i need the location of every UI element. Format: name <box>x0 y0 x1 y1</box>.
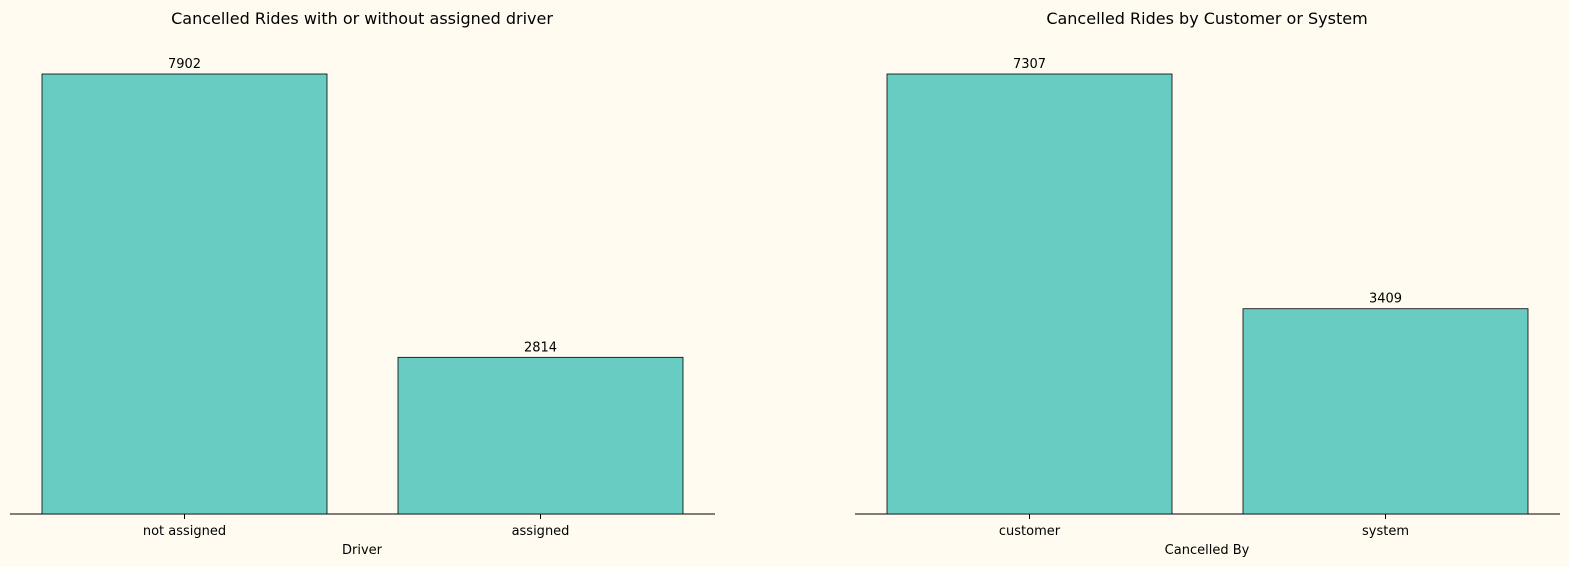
bar-system <box>1242 308 1529 515</box>
x-tick-label: not assigned <box>143 524 226 539</box>
data-label: 2814 <box>524 340 557 355</box>
data-label: 7902 <box>168 57 201 72</box>
x-tick-label: customer <box>999 524 1061 539</box>
x-axis-label: Cancelled By <box>1165 543 1250 558</box>
data-label: 3409 <box>1369 292 1402 307</box>
bar-not-assigned <box>41 73 328 515</box>
chart-cancelled-by-driver: Cancelled Rides with or without assigned… <box>10 9 715 558</box>
bar-group: 7307 customer 3409 system <box>886 57 1529 539</box>
chart-title: Cancelled Rides by Customer or System <box>1046 9 1367 28</box>
x-axis-label: Driver <box>342 543 383 558</box>
bar-customer <box>886 73 1173 515</box>
data-label: 7307 <box>1013 57 1046 72</box>
bar-assigned <box>397 356 684 515</box>
bar-group: 7902 not assigned 2814 assigned <box>41 57 684 539</box>
x-tick-label: system <box>1362 524 1409 539</box>
x-tick-label: assigned <box>512 524 570 539</box>
chart-title: Cancelled Rides with or without assigned… <box>171 9 553 28</box>
chart-cancelled-by-customer-or-system: Cancelled Rides by Customer or System 73… <box>855 9 1560 558</box>
